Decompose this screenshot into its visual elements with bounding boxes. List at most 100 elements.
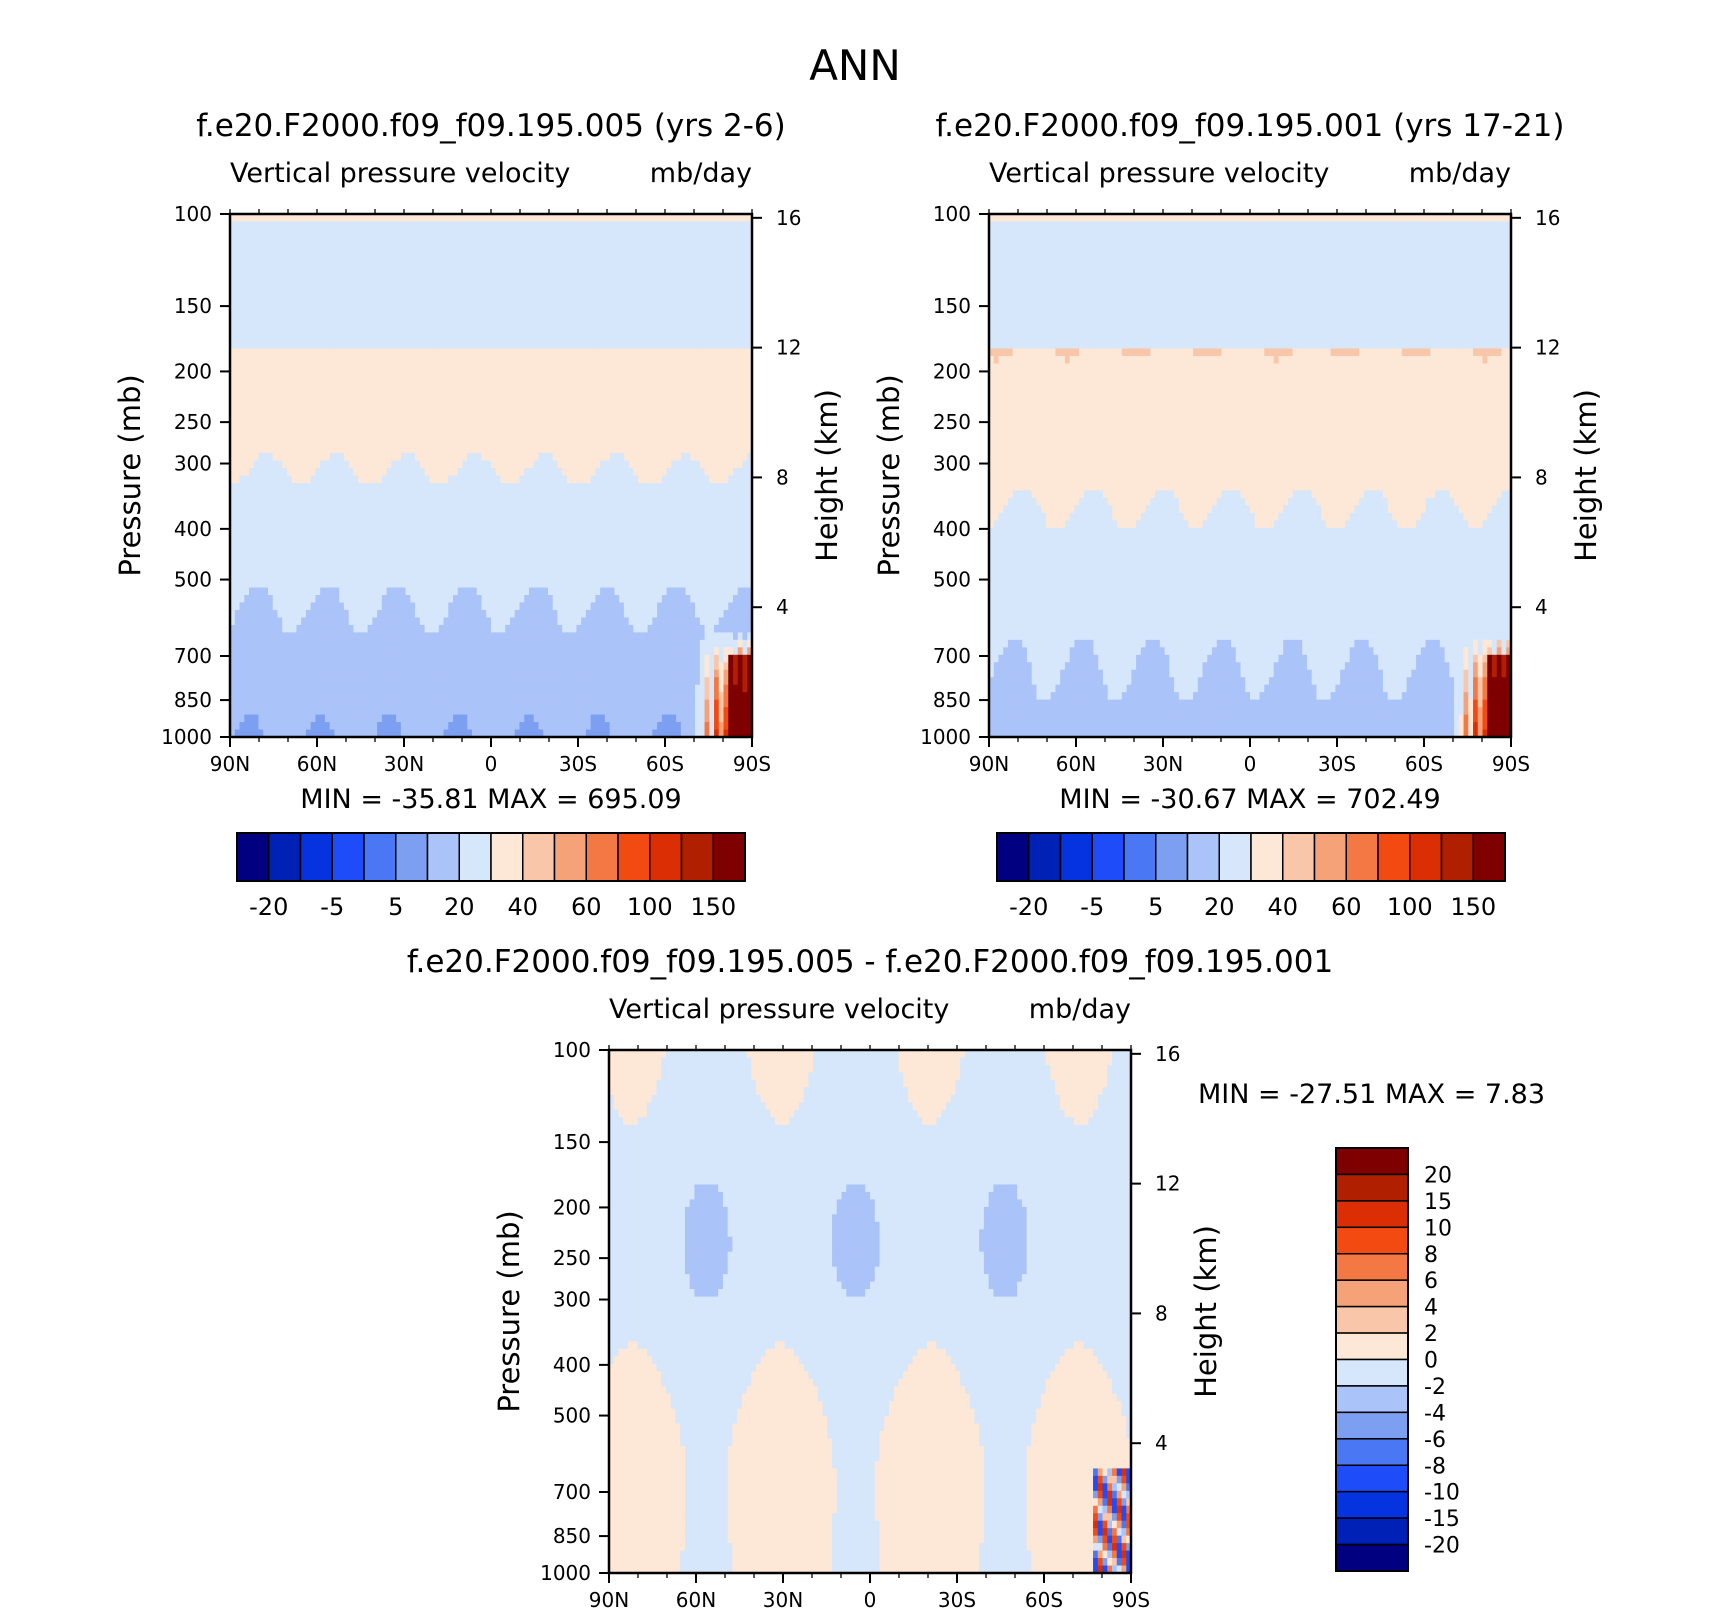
field-cell — [286, 333, 293, 342]
field-cell — [362, 542, 369, 551]
field-cell — [467, 535, 473, 544]
field-cell — [604, 258, 611, 267]
field-cell — [381, 505, 388, 514]
field-cell — [377, 251, 383, 260]
field-cell — [552, 438, 559, 447]
field-cell — [723, 423, 729, 432]
field-cell — [234, 453, 241, 462]
field-cell — [704, 423, 710, 432]
field-cell — [590, 341, 597, 350]
field-cell — [571, 505, 578, 514]
field-cell — [590, 490, 597, 499]
field-cell — [434, 505, 440, 514]
field-cell — [728, 430, 734, 439]
field-cell — [386, 393, 393, 402]
field-cell — [230, 482, 236, 492]
field-cell — [642, 214, 649, 223]
field-cell — [495, 326, 502, 335]
field-cell — [234, 542, 241, 551]
field-cell — [604, 273, 611, 282]
field-cell — [619, 266, 625, 275]
field-cell — [652, 296, 658, 305]
field-cell — [709, 490, 715, 499]
field-cell — [386, 505, 393, 514]
field-cell — [486, 333, 492, 342]
field-cell — [410, 490, 416, 499]
field-cell — [652, 378, 658, 387]
field-cell — [666, 333, 673, 342]
field-cell — [647, 326, 654, 335]
field-cell — [528, 385, 535, 395]
field-cell — [453, 400, 459, 409]
field-cell — [495, 423, 502, 432]
field-cell — [552, 333, 559, 342]
field-cell — [438, 341, 445, 350]
field-cell — [552, 385, 559, 395]
field-cell — [448, 408, 454, 417]
field-cell — [400, 266, 407, 275]
field-cell — [723, 475, 729, 484]
field-cell — [628, 512, 635, 522]
field-cell — [590, 281, 597, 290]
field-cell — [614, 281, 620, 290]
field-cell — [320, 348, 326, 357]
field-cell — [604, 400, 611, 409]
field-cell — [628, 475, 635, 484]
field-cell — [467, 281, 473, 290]
field-cell — [296, 228, 302, 238]
field-cell — [647, 445, 654, 454]
field-cell — [614, 445, 620, 454]
field-cell — [562, 214, 568, 223]
field-cell — [585, 453, 592, 462]
field-cell — [704, 370, 710, 380]
field-cell — [623, 393, 630, 402]
field-cell — [443, 355, 449, 365]
field-cell — [362, 243, 369, 253]
field-cell — [472, 243, 478, 253]
field-cell — [742, 535, 748, 544]
field-cell — [405, 408, 412, 417]
field-cell — [324, 512, 331, 522]
field-cell — [234, 303, 241, 312]
field-cell — [600, 333, 606, 342]
field-cell — [528, 228, 535, 238]
field-cell — [642, 258, 649, 267]
field-cell — [377, 228, 383, 238]
field-cell — [339, 311, 345, 320]
field-cell — [415, 214, 421, 223]
field-cell — [600, 214, 606, 223]
field-cell — [671, 214, 677, 223]
field-cell — [604, 378, 611, 387]
field-cell — [500, 505, 506, 514]
field-cell — [614, 228, 620, 238]
field-cell — [638, 430, 644, 439]
variable-label: Vertical pressure velocity — [230, 158, 570, 189]
field-cell — [614, 393, 620, 402]
field-cell — [448, 236, 454, 245]
field-cell — [709, 303, 715, 312]
field-cell — [647, 318, 654, 327]
field-cell — [353, 393, 359, 402]
field-cell — [704, 468, 710, 477]
field-cell — [334, 400, 340, 409]
field-cell — [519, 490, 525, 499]
field-cell — [695, 266, 701, 275]
field-cell — [305, 333, 312, 342]
field-cell — [372, 550, 378, 559]
field-cell — [519, 408, 525, 417]
field-cell — [343, 430, 350, 439]
field-cell — [315, 408, 321, 417]
field-cell — [234, 333, 241, 342]
field-cell — [329, 228, 336, 238]
field-cell — [723, 333, 729, 342]
field-cell — [661, 214, 668, 223]
field-cell — [619, 408, 625, 417]
field-cell — [443, 475, 449, 484]
field-cell — [733, 236, 739, 245]
field-cell — [391, 423, 397, 432]
field-cell — [396, 236, 402, 245]
field-cell — [329, 460, 336, 469]
field-cell — [528, 251, 535, 260]
field-cell — [438, 527, 445, 536]
field-cell — [609, 221, 616, 230]
